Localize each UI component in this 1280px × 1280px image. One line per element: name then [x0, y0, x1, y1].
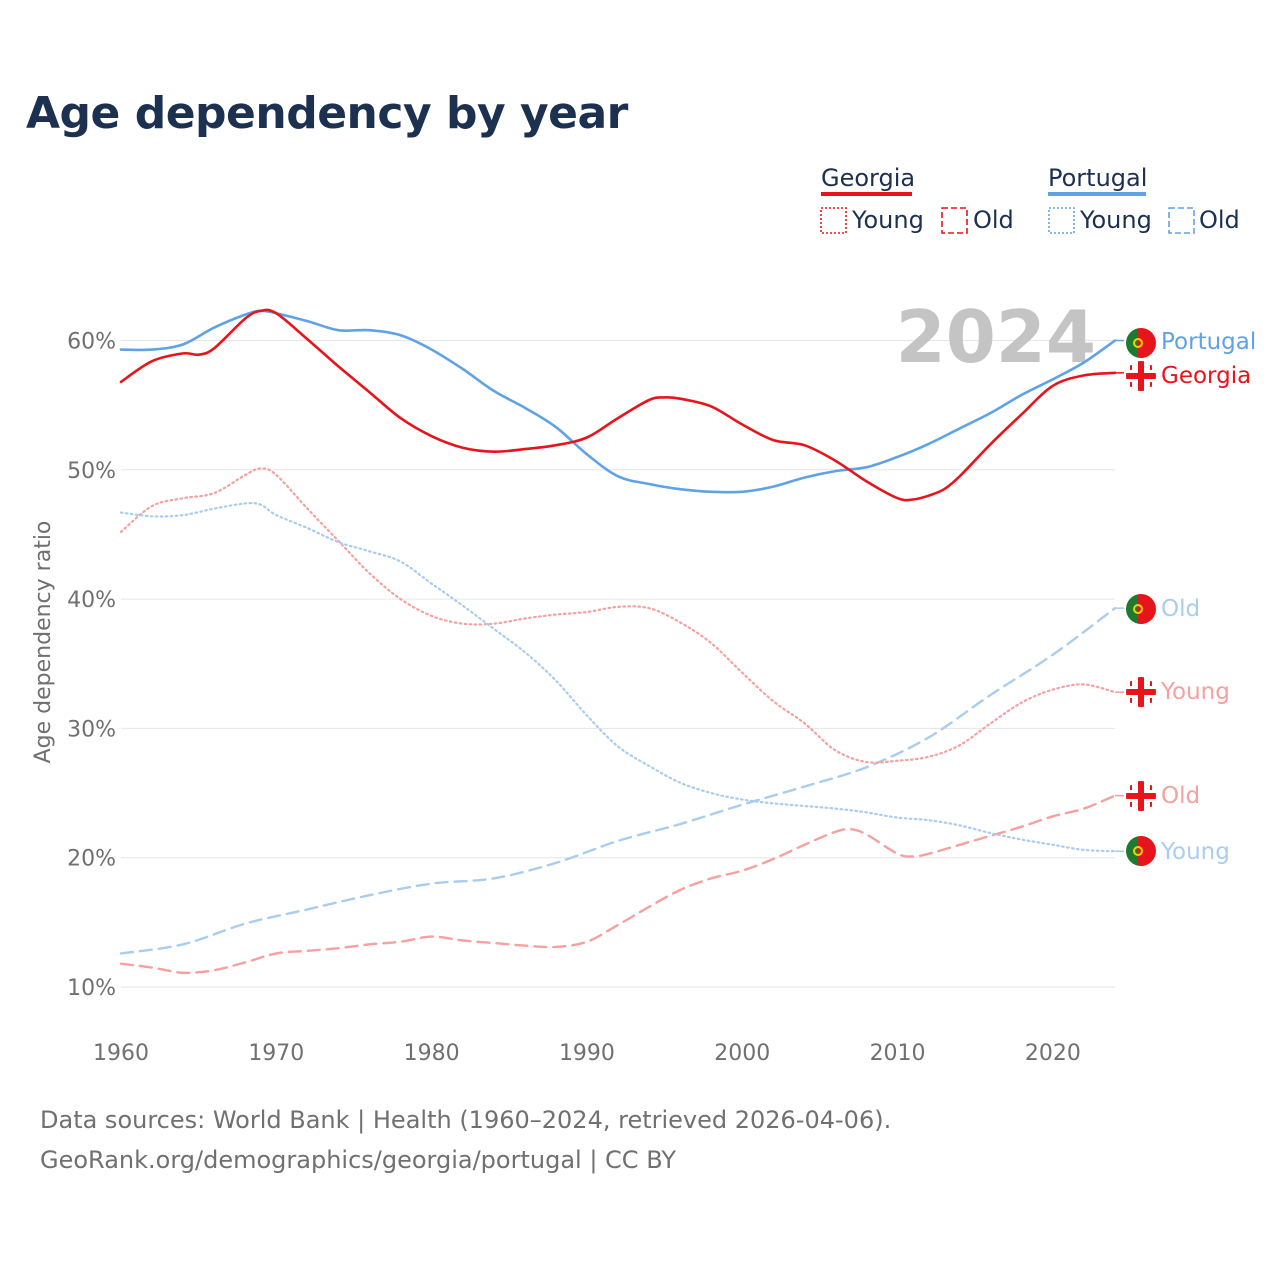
y-tick-label: 40% [67, 588, 116, 613]
y-tick-label: 50% [67, 459, 116, 484]
source-line: Data sources: World Bank | Health (1960–… [40, 1106, 892, 1134]
end-label-georgia-total: Georgia [1161, 363, 1251, 389]
year-indicator: 2024 [896, 295, 1096, 379]
legend-georgia-young: Young [851, 206, 924, 234]
legend-portugal-young: Young [1079, 206, 1152, 234]
y-tick-label: 30% [67, 717, 116, 742]
series-line-portugal-total [119, 309, 1117, 494]
x-tick-label: 1960 [93, 1041, 149, 1066]
x-tick-label: 2010 [870, 1041, 926, 1066]
y-tick-labels: 10% 20% 30% 40% 50% 60% [67, 330, 116, 1002]
series-line-portugal-young [119, 501, 1117, 853]
series [119, 308, 1124, 975]
legend-georgia-old: Old [973, 206, 1014, 234]
georgia-flag-icon [1126, 781, 1156, 811]
georgia-flag-icon [1126, 677, 1156, 707]
y-tick-label: 10% [67, 976, 116, 1001]
y-tick-label: 20% [67, 847, 116, 872]
end-label-portugal-young: Young [1160, 839, 1230, 865]
x-tick-label: 1970 [248, 1041, 304, 1066]
legend: Georgia Young Old Portugal Young Old [820, 164, 1240, 234]
x-tick-label: 2000 [714, 1041, 770, 1066]
x-tick-label: 2020 [1025, 1041, 1081, 1066]
legend-portugal-old: Old [1199, 206, 1240, 234]
portugal-flag-icon [1126, 836, 1156, 866]
series-line-georgia-young [119, 467, 1117, 764]
source-link[interactable]: GeoRank.org/demographics/georgia/portuga… [40, 1146, 676, 1174]
legend-portugal-old-swatch [1168, 207, 1195, 234]
end-label-georgia-young: Young [1160, 679, 1230, 705]
series-line-georgia-total [119, 308, 1117, 502]
x-tick-label: 1990 [559, 1041, 615, 1066]
end-label-portugal-old: Old [1161, 596, 1200, 622]
x-tick-labels: 1960 1970 1980 1990 2000 2010 2020 [93, 1041, 1081, 1066]
legend-portugal-title: Portugal [1048, 164, 1147, 192]
legend-georgia-title: Georgia [821, 164, 915, 192]
grid [121, 340, 1115, 988]
end-label-portugal-total: Portugal [1161, 329, 1256, 355]
georgia-flag-icon [1126, 361, 1156, 391]
series-line-georgia-old [119, 794, 1117, 975]
y-tick-label: 60% [67, 330, 116, 355]
chart-title: Age dependency by year [26, 88, 628, 139]
y-axis-label: Age dependency ratio [31, 521, 56, 764]
series-line-portugal-old [119, 607, 1117, 955]
legend-georgia-old-swatch [941, 207, 968, 234]
portugal-flag-icon [1126, 594, 1156, 624]
legend-georgia-young-swatch [820, 207, 847, 234]
portugal-flag-icon [1126, 328, 1156, 358]
legend-portugal-young-swatch [1048, 207, 1075, 234]
end-label-georgia-old: Old [1161, 783, 1200, 809]
x-tick-label: 1980 [404, 1041, 460, 1066]
